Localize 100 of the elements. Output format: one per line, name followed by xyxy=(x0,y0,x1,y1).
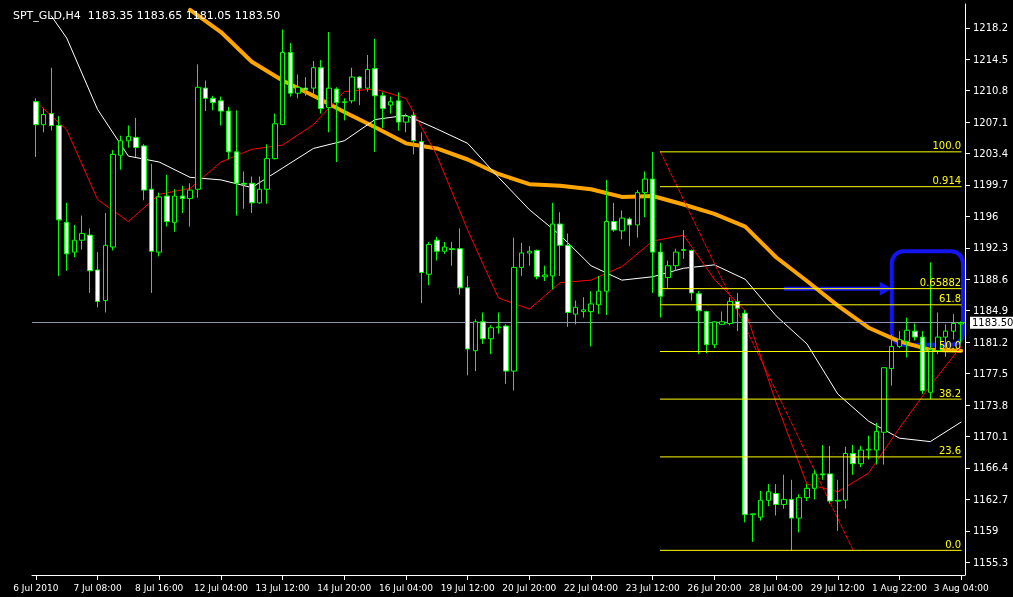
line-series xyxy=(188,7,964,353)
candlestick xyxy=(465,275,470,376)
candlestick xyxy=(110,149,116,251)
x-tick-label: 6 Jul 2010 xyxy=(13,582,59,593)
candlestick xyxy=(396,91,401,132)
candlestick xyxy=(742,309,748,523)
candlestick xyxy=(334,86,339,163)
y-tick-label: 1155.3 xyxy=(973,556,1008,568)
candlestick xyxy=(87,227,93,294)
candlestick xyxy=(311,60,316,95)
candlestick xyxy=(719,311,725,326)
series-label: 23.6 xyxy=(938,445,962,457)
y-tick-label: 1184.9 xyxy=(973,305,1008,317)
candlestick xyxy=(866,435,871,460)
candlestick xyxy=(557,211,563,277)
candlestick xyxy=(550,202,555,290)
candlestick xyxy=(118,135,123,171)
x-tick-label: 26 Jul 20:00 xyxy=(687,582,742,593)
y-tick-label: 1207.1 xyxy=(973,116,1008,128)
candlestick xyxy=(380,91,386,129)
candlestick xyxy=(473,318,478,372)
candlestick xyxy=(573,300,578,325)
candlestick xyxy=(141,143,147,201)
candlestick xyxy=(951,313,956,341)
candlestick xyxy=(457,227,463,296)
candlestick xyxy=(149,163,154,294)
candlestick xyxy=(195,63,201,199)
candlestick xyxy=(434,236,440,262)
candlestick xyxy=(272,113,278,160)
candlestick xyxy=(611,202,617,233)
x-tick-label: 20 Jul 20:00 xyxy=(502,582,557,593)
candlestick xyxy=(511,237,517,392)
candlestick xyxy=(95,251,100,308)
candlestick xyxy=(280,28,285,126)
x-tick-label: 29 Jul 12:00 xyxy=(810,582,866,593)
candlestick xyxy=(650,151,655,294)
candlestick xyxy=(681,229,686,260)
candlestick xyxy=(827,445,833,505)
candlestick xyxy=(403,113,409,133)
candlestick xyxy=(588,290,594,347)
y-tick-label: 1210.8 xyxy=(973,85,1008,97)
candlestick xyxy=(665,260,671,289)
x-tick-label: 8 Jul 16:00 xyxy=(135,582,184,593)
x-tick-label: 23 Jul 12:00 xyxy=(625,582,680,593)
x-tick-label: 13 Jul 12:00 xyxy=(255,582,310,593)
candlestick xyxy=(534,249,540,280)
x-tick-label: 19 Jul 12:00 xyxy=(440,582,495,593)
candlestick xyxy=(935,311,941,355)
candlestick xyxy=(889,334,894,387)
candlestick xyxy=(874,422,879,466)
candlestick xyxy=(619,209,625,240)
candlestick xyxy=(627,216,632,247)
candlestick xyxy=(712,320,717,349)
candlestick xyxy=(411,111,416,155)
candlestick xyxy=(288,42,293,98)
candlestick xyxy=(342,97,347,121)
candlestick xyxy=(210,95,216,111)
candlestick xyxy=(226,106,231,160)
candlestick xyxy=(750,513,756,543)
candlestick xyxy=(249,175,255,214)
candlestick xyxy=(820,444,825,481)
x-tick-label: 3 Aug 04:00 xyxy=(933,582,989,593)
candlestick xyxy=(241,170,247,210)
candlestick xyxy=(642,170,648,218)
x-tick-label: 12 Jul 04:00 xyxy=(193,582,249,593)
candlestick xyxy=(604,179,609,316)
y-tick-label: 1173.8 xyxy=(973,399,1008,411)
candlestick xyxy=(881,367,887,466)
candlestick xyxy=(264,143,270,205)
candlestick xyxy=(565,232,571,328)
candlestick xyxy=(835,479,841,532)
candlestick xyxy=(635,189,640,239)
candlestick xyxy=(295,74,301,99)
series-label: 0.914 xyxy=(932,175,962,187)
y-tick-label: 1218.2 xyxy=(973,22,1008,34)
candlestick xyxy=(920,330,925,395)
y-tick-label: 1166.4 xyxy=(973,462,1008,474)
candlestick xyxy=(689,249,694,302)
candlestick xyxy=(542,265,548,282)
candlestick xyxy=(365,54,370,93)
series-label: 0.0 xyxy=(945,538,962,550)
candlestick xyxy=(49,67,54,132)
candlestick xyxy=(658,242,663,319)
candlestick xyxy=(488,324,494,355)
candlestick xyxy=(496,311,501,335)
candlestick xyxy=(357,75,362,106)
y-tick-label: 1181.2 xyxy=(973,336,1008,348)
candlestick xyxy=(72,224,77,258)
candlestick xyxy=(897,330,902,349)
candlestick xyxy=(812,469,817,500)
candlestick xyxy=(33,97,39,158)
candlestick xyxy=(758,490,763,522)
y-tick-label: 1203.4 xyxy=(973,148,1008,160)
x-tick-label: 7 Jul 08:00 xyxy=(73,582,122,593)
candlestick xyxy=(789,479,794,551)
candlestick xyxy=(596,275,601,315)
candlestick xyxy=(303,76,308,97)
series-label: 50.0 xyxy=(938,340,962,352)
candlestick xyxy=(133,117,139,158)
x-tick-label: 1 Aug 22:00 xyxy=(871,582,928,593)
